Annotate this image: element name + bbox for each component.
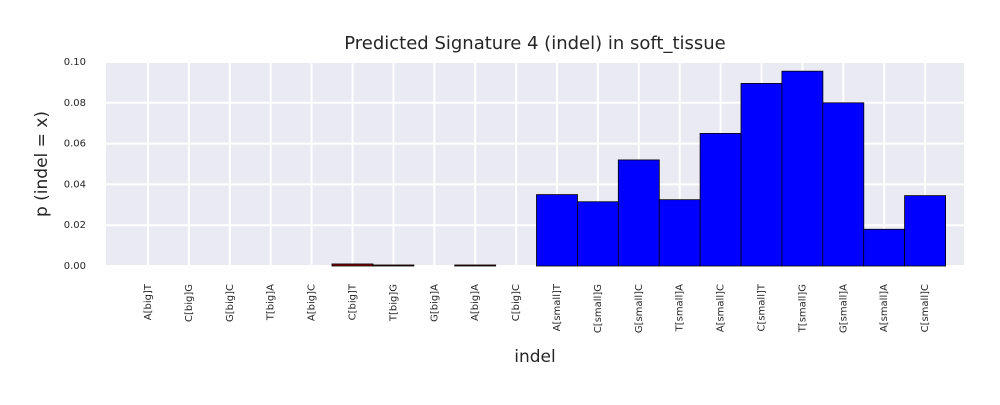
bar-t-small-g [781,70,824,267]
x-tick-label: C[big]G [184,284,195,322]
bar-t-small-a [658,199,701,267]
bars [331,70,946,267]
x-tick-label: C[small]G [593,284,604,333]
bar-a-small-a [863,228,906,267]
x-tick-label: G[small]C [634,284,645,333]
x-tick-label: C[big]C [511,284,522,321]
bar-g-small-a [822,102,865,267]
x-tick-label: G[small]A [838,284,849,333]
x-tick-label: A[small]A [879,284,890,332]
bar-c-small-g [577,201,619,267]
x-tick-label: A[big]T [143,283,154,320]
bar-c-small-t [740,83,783,267]
x-tick-label: T[big]G [388,284,399,322]
x-tick-label: G[big]C [225,284,236,322]
x-tick-label: T[big]A [266,284,277,321]
bar-c-small-c [904,195,946,267]
y-tick-label: 0.00 [64,261,86,272]
y-tick-label: 0.10 [64,57,86,68]
x-axis-label: indel [514,347,555,367]
x-tick-label: C[small]C [920,284,931,332]
x-tick-label: T[small]G [797,284,808,333]
x-tick-label: G[big]A [429,284,440,322]
y-tick-label: 0.04 [64,179,86,190]
x-tick-label: C[big]T [348,283,359,320]
y-tick-label: 0.08 [64,98,86,109]
x-tick-labels: A[big]T C[big]G G[big]C T[big]A A[big]C C[big… [143,283,931,333]
x-tick-label: A[big]C [307,284,318,321]
bar-t-big-g [372,264,415,267]
x-tick-label: C[small]T [757,283,768,331]
y-tick-labels: 0.00 0.02 0.04 0.06 0.08 0.10 [64,57,86,272]
y-tick-label: 0.06 [64,139,86,150]
y-tick-label: 0.02 [64,220,86,231]
bar-a-small-t [536,194,578,267]
bar-a-big-a [454,264,497,267]
x-tick-label: A[big]A [470,284,481,321]
x-tick-label: T[small]A [675,284,686,333]
bar-a-small-c [699,132,742,267]
chart-title: Predicted Signature 4 (indel) in soft_ti… [344,33,726,54]
x-tick-label: A[small]C [716,284,727,332]
bar-g-small-c [617,159,660,267]
bar-c-big-t [331,263,374,267]
x-tick-label: A[small]T [552,283,563,331]
y-axis-label: p (indel = x) [32,111,52,217]
